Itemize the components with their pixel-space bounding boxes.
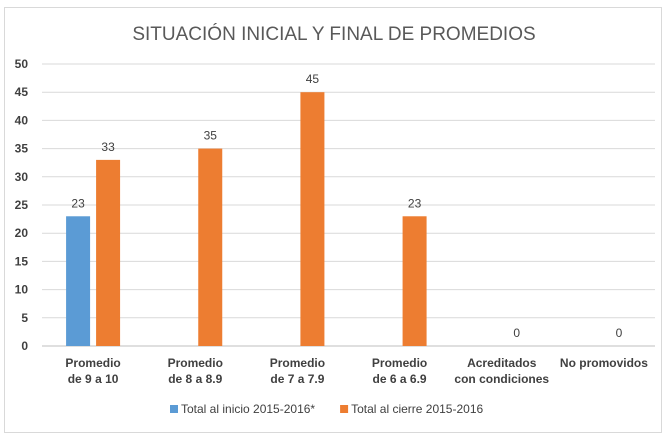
- y-tick-label: 15: [15, 254, 29, 268]
- data-label: 23: [408, 196, 422, 210]
- y-tick-label: 30: [15, 170, 29, 184]
- x-tick-label: de 7 a 7.9: [270, 372, 324, 386]
- x-tick-label: de 8 a 8.9: [168, 372, 222, 386]
- y-tick-label: 5: [21, 311, 28, 325]
- bar: [198, 148, 223, 346]
- data-label: 0: [513, 326, 520, 340]
- y-tick-label: 40: [15, 113, 29, 127]
- x-tick-label: No promovidos: [560, 356, 648, 370]
- legend-label: Total al inicio 2015-2016*: [181, 402, 315, 416]
- y-tick-label: 25: [15, 198, 29, 212]
- data-label: 33: [101, 140, 115, 154]
- data-label: 45: [306, 72, 320, 86]
- bar: [402, 216, 427, 346]
- x-tick-label: Promedio: [270, 356, 325, 370]
- data-label: 0: [616, 326, 623, 340]
- y-tick-label: 0: [21, 339, 28, 353]
- y-tick-label: 20: [15, 226, 29, 240]
- x-tick-label: Acreditados: [467, 356, 537, 370]
- legend-swatch: [340, 405, 349, 413]
- legend-label: Total al cierre 2015-2016: [351, 402, 483, 416]
- x-tick-label: Promedio: [372, 356, 427, 370]
- y-tick-label: 45: [15, 85, 29, 99]
- x-tick-label: Promedio: [65, 356, 120, 370]
- data-label: 35: [204, 129, 218, 143]
- bar: [66, 216, 91, 346]
- y-tick-label: 50: [15, 57, 29, 71]
- chart-frame: [4, 7, 662, 433]
- x-tick-label: Promedio: [168, 356, 223, 370]
- x-tick-label: con condiciones: [454, 372, 549, 386]
- chart-title: SITUACIÓN INICIAL Y FINAL DE PROMEDIOS: [132, 23, 535, 45]
- legend-swatch: [170, 405, 178, 413]
- bar: [300, 92, 325, 346]
- y-tick-label: 35: [15, 142, 29, 156]
- data-label: 23: [71, 196, 85, 210]
- x-tick-label: de 9 a 10: [68, 372, 119, 386]
- y-tick-label: 10: [15, 283, 29, 297]
- bar: [96, 159, 121, 346]
- x-tick-label: de 6 a 6.9: [373, 372, 427, 386]
